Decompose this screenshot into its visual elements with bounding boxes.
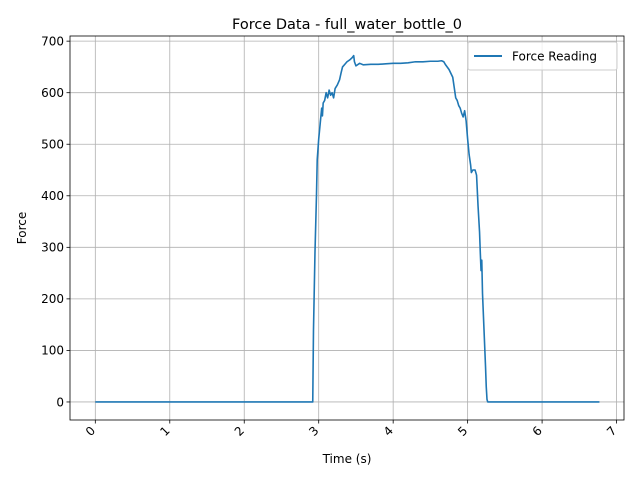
- y-tick-label: 400: [41, 189, 64, 203]
- y-tick-label: 700: [41, 34, 64, 48]
- legend-label-force-reading: Force Reading: [512, 50, 597, 64]
- plot-background: [70, 36, 624, 420]
- y-tick-label: 200: [41, 292, 64, 306]
- y-tick-label: 600: [41, 86, 64, 100]
- series-line-force-reading: [95, 54, 600, 403]
- y-tick-label: 0: [56, 395, 64, 409]
- y-tick-label: 100: [41, 344, 64, 358]
- y-tick-label: 500: [41, 138, 64, 152]
- y-axis-label: Force: [15, 212, 29, 244]
- legend: Force Reading: [467, 41, 618, 71]
- legend-box: [467, 41, 618, 71]
- series-layer: [95, 54, 600, 403]
- y-tick-label: 300: [41, 241, 64, 255]
- chart-title: Force Data - full_water_bottle_0: [232, 17, 462, 33]
- x-axis-label: Time (s): [322, 452, 372, 466]
- plot-frame: [69, 35, 625, 421]
